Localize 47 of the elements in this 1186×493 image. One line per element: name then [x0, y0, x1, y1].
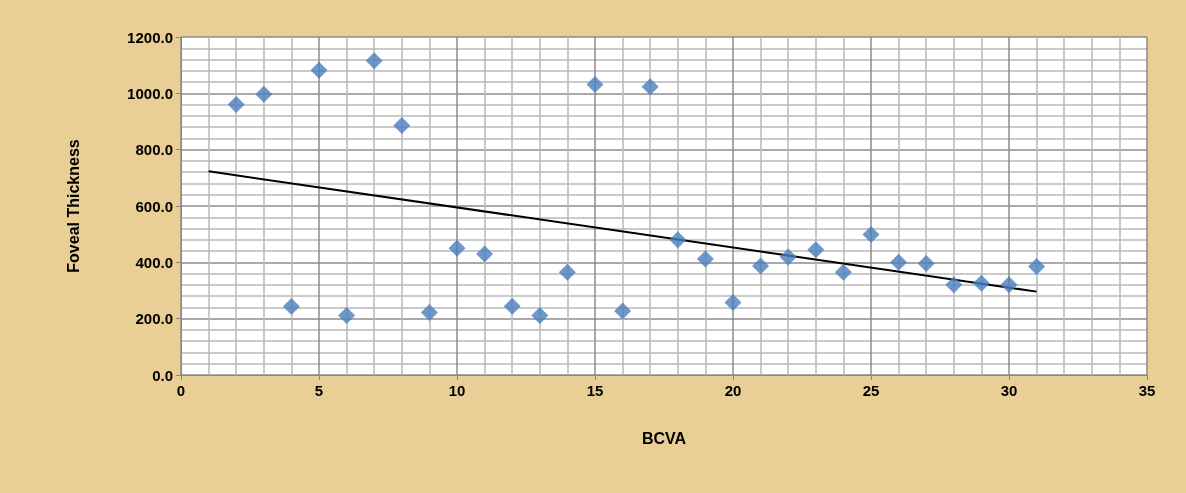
- point: [862, 225, 880, 243]
- point: [724, 294, 742, 312]
- x-axis-title: BCVA: [641, 429, 687, 447]
- point: [558, 263, 576, 281]
- point: [917, 254, 935, 272]
- point: [752, 257, 770, 275]
- point: [227, 96, 245, 114]
- y-tick-label: 600.0: [135, 197, 173, 215]
- x-tick-label: 5: [314, 382, 324, 399]
- point: [338, 307, 356, 325]
- point: [669, 231, 687, 249]
- y-tick-label: 400.0: [135, 253, 173, 271]
- point: [531, 307, 549, 325]
- point: [779, 248, 797, 266]
- point: [1000, 276, 1018, 294]
- y-tick-label: 1200.0: [127, 28, 173, 46]
- point: [586, 76, 604, 94]
- point: [834, 263, 852, 281]
- x-tick-label: 0: [176, 382, 186, 399]
- x-tick-label: 35: [1138, 382, 1156, 399]
- y-axis-title: Foveal Thickness: [64, 139, 82, 273]
- y-tick-label: 0.0: [152, 366, 173, 384]
- point: [641, 78, 659, 96]
- x-tick-label: 25: [862, 382, 880, 399]
- x-tick-label: 20: [724, 382, 742, 399]
- point: [448, 239, 466, 257]
- x-tick-label: 30: [1000, 382, 1018, 399]
- point: [255, 85, 273, 103]
- point: [807, 241, 825, 259]
- y-tick-label: 1000.0: [127, 84, 173, 102]
- point: [476, 245, 494, 263]
- point: [614, 302, 632, 320]
- point: [1028, 258, 1046, 276]
- y-tick-label: 200.0: [135, 310, 173, 328]
- point: [890, 253, 908, 271]
- point: [365, 52, 383, 70]
- x-tick-label: 15: [586, 382, 604, 399]
- point: [420, 303, 438, 321]
- point: [393, 116, 411, 134]
- x-tick-label: 10: [448, 382, 466, 399]
- point: [945, 276, 963, 294]
- point: [972, 274, 990, 292]
- point: [696, 250, 714, 268]
- y-tick-label: 800.0: [135, 141, 173, 159]
- point: [503, 297, 521, 315]
- point: [310, 61, 328, 79]
- point: [282, 298, 300, 316]
